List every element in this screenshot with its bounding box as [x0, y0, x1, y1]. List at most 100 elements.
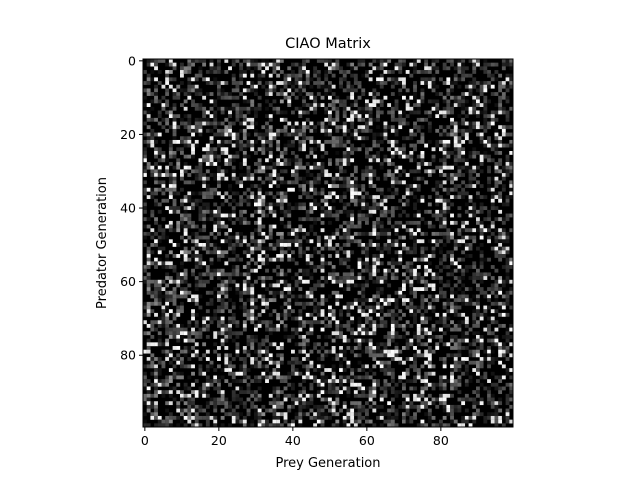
heatmap-cell — [464, 379, 469, 383]
heatmap-cell — [368, 173, 373, 177]
heatmap-cell — [487, 154, 491, 159]
heatmap-cell — [276, 254, 281, 258]
heatmap-cell — [483, 143, 488, 148]
heatmap-cell — [183, 180, 188, 185]
heatmap-cell — [168, 265, 173, 269]
heatmap-cell — [431, 59, 436, 63]
heatmap-cell — [291, 386, 295, 391]
heatmap-cell — [191, 309, 195, 314]
heatmap-cell — [150, 243, 155, 247]
heatmap-cell — [409, 191, 414, 196]
heatmap-cell — [387, 386, 392, 391]
heatmap-cell — [453, 81, 458, 85]
heatmap-cell — [250, 84, 255, 89]
heatmap-cell — [239, 139, 244, 144]
heatmap-cell — [490, 206, 495, 211]
heatmap-cell — [309, 180, 314, 185]
heatmap-cell — [453, 404, 458, 409]
heatmap-cell — [390, 272, 395, 277]
heatmap-cell — [302, 412, 306, 417]
heatmap-cell — [365, 408, 369, 413]
heatmap-cell — [431, 66, 436, 71]
heatmap-cell — [224, 305, 229, 310]
heatmap-cell — [279, 294, 284, 299]
heatmap-cell — [291, 309, 295, 314]
heatmap-cell — [250, 390, 255, 395]
heatmap-cell — [402, 110, 406, 115]
heatmap-cell — [254, 357, 258, 361]
heatmap-cell — [265, 158, 269, 163]
heatmap-cell — [320, 187, 325, 192]
heatmap-cell — [276, 327, 281, 332]
heatmap-cell — [283, 327, 288, 332]
heatmap-cell — [161, 106, 166, 111]
heatmap-cell — [357, 191, 362, 196]
heatmap-cell — [176, 206, 181, 211]
heatmap-cell — [231, 257, 236, 262]
heatmap-cell — [442, 224, 447, 229]
heatmap-cell — [146, 287, 151, 291]
heatmap-cell — [176, 338, 181, 343]
heatmap-cell — [357, 231, 362, 236]
heatmap-cell — [446, 106, 451, 111]
heatmap-cell — [450, 121, 454, 126]
heatmap-cell — [298, 349, 303, 354]
heatmap-cell — [442, 320, 447, 325]
heatmap-cell — [302, 390, 306, 395]
heatmap-cell — [342, 220, 347, 225]
heatmap-cell — [165, 62, 170, 67]
heatmap-cell — [265, 261, 269, 266]
heatmap-cell — [387, 169, 392, 174]
heatmap-cell — [461, 371, 466, 376]
heatmap-cell — [157, 224, 162, 229]
heatmap-cell — [494, 128, 499, 133]
heatmap-cell — [261, 338, 266, 343]
heatmap-cell — [420, 375, 425, 380]
heatmap-cell — [505, 357, 510, 361]
heatmap-cell — [161, 305, 166, 310]
heatmap-cell — [224, 125, 229, 130]
heatmap-cell — [361, 202, 366, 207]
heatmap-cell — [416, 331, 421, 336]
heatmap-cell — [376, 154, 380, 159]
heatmap-cell — [191, 206, 195, 211]
heatmap-cell — [265, 246, 269, 251]
heatmap-cell — [483, 375, 488, 380]
heatmap-cell — [487, 62, 491, 67]
heatmap-cell — [309, 151, 314, 155]
heatmap-cell — [261, 231, 266, 236]
heatmap-cell — [161, 312, 166, 317]
heatmap-cell — [165, 81, 170, 85]
heatmap-cell — [202, 316, 207, 321]
heatmap-cell — [246, 368, 251, 372]
heatmap-cell — [180, 81, 184, 85]
heatmap-cell — [427, 335, 432, 339]
heatmap-cell — [198, 393, 203, 398]
heatmap-cell — [446, 265, 451, 269]
heatmap-cell — [268, 243, 273, 247]
heatmap-cell — [446, 231, 451, 236]
heatmap-cell — [246, 88, 251, 93]
heatmap-cell — [235, 272, 240, 277]
heatmap-cell — [220, 268, 225, 273]
heatmap-cell — [254, 92, 258, 96]
heatmap-cell — [209, 151, 214, 155]
heatmap-cell — [501, 279, 506, 284]
heatmap-cell — [335, 143, 340, 148]
heatmap-cell — [217, 357, 221, 361]
heatmap-cell — [143, 169, 147, 174]
heatmap-cell — [180, 66, 184, 71]
heatmap-cell — [439, 261, 443, 266]
heatmap-cell — [261, 139, 266, 144]
heatmap-cell — [183, 401, 188, 406]
heatmap-cell — [146, 283, 151, 288]
heatmap-cell — [150, 357, 155, 361]
heatmap-cell — [242, 401, 247, 406]
heatmap-cell — [490, 393, 495, 398]
heatmap-cell — [450, 220, 454, 225]
heatmap-cell — [298, 187, 303, 192]
heatmap-cell — [172, 187, 177, 192]
heatmap-cell — [320, 309, 325, 314]
heatmap-cell — [224, 331, 229, 336]
heatmap-cell — [413, 213, 417, 218]
